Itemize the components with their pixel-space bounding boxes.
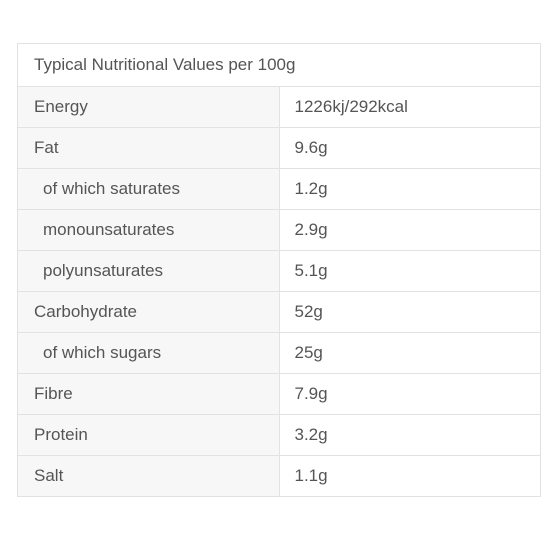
table-row-polyunsaturates: polyunsaturates 5.1g bbox=[17, 250, 541, 292]
table-row-fat: Fat 9.6g bbox=[17, 127, 541, 169]
nutrient-value: 1.1g bbox=[278, 455, 541, 497]
table-row-protein: Protein 3.2g bbox=[17, 414, 541, 456]
nutrient-value: 1.2g bbox=[278, 168, 541, 210]
table-heading: Typical Nutritional Values per 100g bbox=[17, 43, 541, 87]
nutrient-value: 25g bbox=[278, 332, 541, 374]
table-row-sugars: of which sugars 25g bbox=[17, 332, 541, 374]
nutrient-name: of which sugars bbox=[17, 332, 280, 374]
nutrient-name: monounsaturates bbox=[17, 209, 280, 251]
table-header-row: Typical Nutritional Values per 100g bbox=[17, 43, 541, 87]
nutrient-name: Carbohydrate bbox=[17, 291, 280, 333]
table-row-monounsaturates: monounsaturates 2.9g bbox=[17, 209, 541, 251]
nutrient-name: Salt bbox=[17, 455, 280, 497]
table-row-carbohydrate: Carbohydrate 52g bbox=[17, 291, 541, 333]
nutrient-name: Fibre bbox=[17, 373, 280, 415]
table-row-fibre: Fibre 7.9g bbox=[17, 373, 541, 415]
nutrient-value: 52g bbox=[278, 291, 541, 333]
nutrient-value: 2.9g bbox=[278, 209, 541, 251]
nutrient-name: Energy bbox=[17, 86, 280, 128]
nutrient-name: of which saturates bbox=[17, 168, 280, 210]
nutrient-value: 3.2g bbox=[278, 414, 541, 456]
nutrient-value: 9.6g bbox=[278, 127, 541, 169]
table-row-energy: Energy 1226kj/292kcal bbox=[17, 86, 541, 128]
nutrient-name: Fat bbox=[17, 127, 280, 169]
table-row-salt: Salt 1.1g bbox=[17, 455, 541, 497]
nutrition-table: Typical Nutritional Values per 100g Ener… bbox=[17, 43, 541, 497]
nutrient-value: 7.9g bbox=[278, 373, 541, 415]
nutrient-value: 1226kj/292kcal bbox=[278, 86, 541, 128]
table-row-saturates: of which saturates 1.2g bbox=[17, 168, 541, 210]
nutrient-name: Protein bbox=[17, 414, 280, 456]
nutrient-value: 5.1g bbox=[278, 250, 541, 292]
nutrient-name: polyunsaturates bbox=[17, 250, 280, 292]
